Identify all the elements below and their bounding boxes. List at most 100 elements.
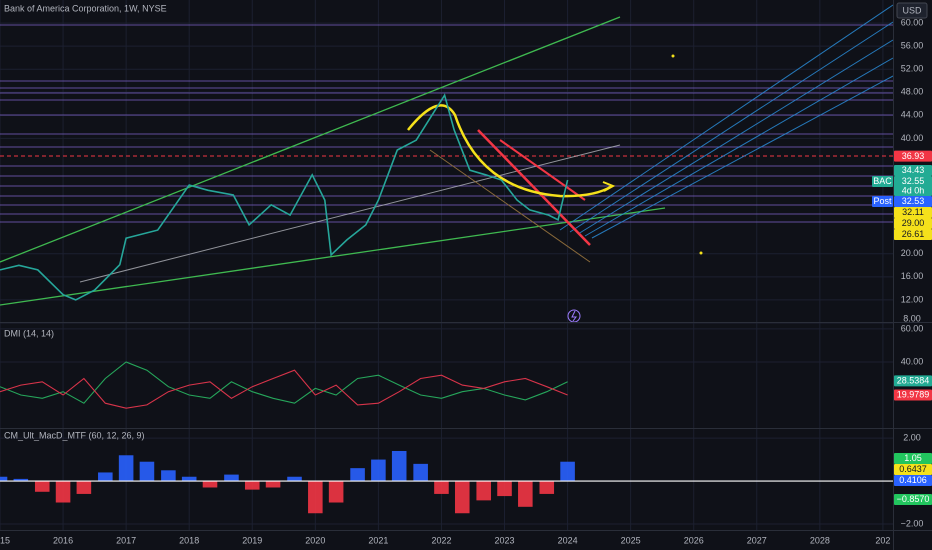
price-tag	[894, 493, 932, 505]
histogram-bar	[265, 481, 281, 488]
price-tag	[894, 229, 932, 241]
arrow-head	[602, 181, 616, 192]
dot	[699, 251, 703, 255]
price-tag-name: Post	[873, 196, 892, 206]
x-tick-label: 2024	[558, 535, 578, 545]
channel-upper	[0, 16, 621, 263]
price-tag-label: 26.61	[902, 229, 925, 239]
x-tick-label: 2020	[305, 535, 325, 545]
histogram-bar	[202, 481, 218, 488]
histogram-bar	[328, 481, 344, 503]
y-tick-label: 16.00	[901, 271, 924, 281]
trend-channel	[429, 149, 591, 263]
histogram-bar	[476, 481, 491, 501]
x-tick-label: 2021	[368, 535, 388, 545]
x-tick-label: 2018	[179, 535, 199, 545]
x-tick-label: 2022	[431, 535, 451, 545]
price-tag-label: 32.55	[902, 176, 925, 186]
price-tag-label: 28.5384	[897, 376, 930, 386]
histogram-bar	[287, 476, 302, 482]
y-tick-label: 8.00	[903, 313, 921, 323]
chart-title: Bank of America Corporation, 1W, NYSE	[4, 3, 167, 13]
drawings	[0, 4, 894, 323]
histogram-bar	[139, 461, 155, 482]
y-tick-label: 2.00	[903, 432, 921, 442]
price-tag-label: 0.6437	[899, 464, 927, 474]
histogram-bar	[76, 481, 92, 494]
marks	[0, 93, 932, 514]
x-tick-label: 2026	[684, 535, 704, 545]
histogram-bar	[161, 470, 176, 482]
level-lines	[0, 24, 893, 223]
price-tag-label: 36.93	[902, 151, 925, 161]
x-tick-label: 2023	[495, 535, 515, 545]
histogram-bar	[454, 481, 470, 514]
histogram-bar	[34, 481, 50, 492]
y-tick-label: −2.00	[901, 518, 924, 528]
price-tag	[894, 389, 932, 401]
price-tag	[894, 207, 932, 219]
x-tick-label: 2028	[810, 535, 830, 545]
price-tag-label: 0.4106	[899, 475, 927, 485]
x-tick-label: 202	[875, 535, 890, 545]
histogram-bar	[391, 450, 407, 482]
price-tag-name-box	[872, 196, 893, 208]
y-tick-label: 44.00	[901, 110, 924, 120]
histogram-bar	[434, 481, 449, 494]
price-tag-label: 19.9789	[897, 390, 930, 400]
price-tag	[894, 196, 932, 208]
currency-box[interactable]	[896, 2, 928, 19]
histogram-bar	[118, 455, 134, 482]
y-tick-label: 60.00	[901, 323, 924, 333]
histogram-bar	[497, 481, 512, 497]
price-tag-label: 32.53	[902, 196, 925, 206]
histogram-bar	[539, 481, 555, 494]
histogram-bar	[98, 472, 113, 482]
x-tick-label: 2027	[747, 535, 767, 545]
price-tag	[894, 218, 932, 230]
histogram-bar	[518, 481, 533, 507]
price-tag-label: 32.11	[902, 207, 924, 217]
histogram-bar	[13, 478, 29, 482]
series-line	[0, 369, 568, 409]
price-tag-label: 29.00	[902, 218, 925, 228]
x-tick-label: 2019	[242, 535, 262, 545]
histogram-bar	[413, 463, 428, 482]
event-icon-bolt	[571, 310, 577, 322]
y-tick-label: 48.00	[901, 87, 924, 97]
price-tag	[894, 165, 932, 177]
price-tag-note: 4d 0h	[902, 185, 925, 195]
series-line	[0, 93, 569, 301]
channel-lower	[0, 207, 666, 306]
price-tag-label: −0.8570	[897, 494, 930, 504]
histogram-bar	[560, 461, 575, 482]
histogram-bar	[0, 476, 8, 482]
x-tick-label: 2025	[621, 535, 641, 545]
y-tick-label: 12.00	[901, 294, 924, 304]
price-tag	[894, 474, 932, 486]
histogram-bar	[244, 481, 260, 490]
y-tick-label: 60.00	[901, 17, 924, 27]
red-trendline	[499, 139, 586, 201]
histogram-bar	[224, 474, 239, 482]
y-tick-label: 40.00	[901, 356, 924, 366]
histogram-bar	[55, 481, 71, 503]
y-tick-label: 52.00	[901, 64, 924, 74]
red-trendline	[477, 129, 591, 246]
price-tag-label: 34.43	[902, 165, 925, 175]
y-tick-label: 20.00	[901, 248, 924, 258]
indicator-title: CM_Ult_MacD_MTF (60, 12, 26, 9)	[4, 430, 145, 440]
price-tag	[894, 150, 932, 162]
y-tick-label: 56.00	[901, 41, 924, 51]
price-tag	[894, 176, 932, 197]
mid-line	[79, 144, 621, 283]
fib-fan	[559, 4, 894, 239]
currency[interactable]: USD	[902, 5, 922, 15]
histogram-bar	[308, 481, 323, 514]
x-tick-label: 15	[0, 535, 10, 545]
x-tick-label: 2016	[53, 535, 73, 545]
price-tag-name: BAC	[873, 176, 892, 186]
